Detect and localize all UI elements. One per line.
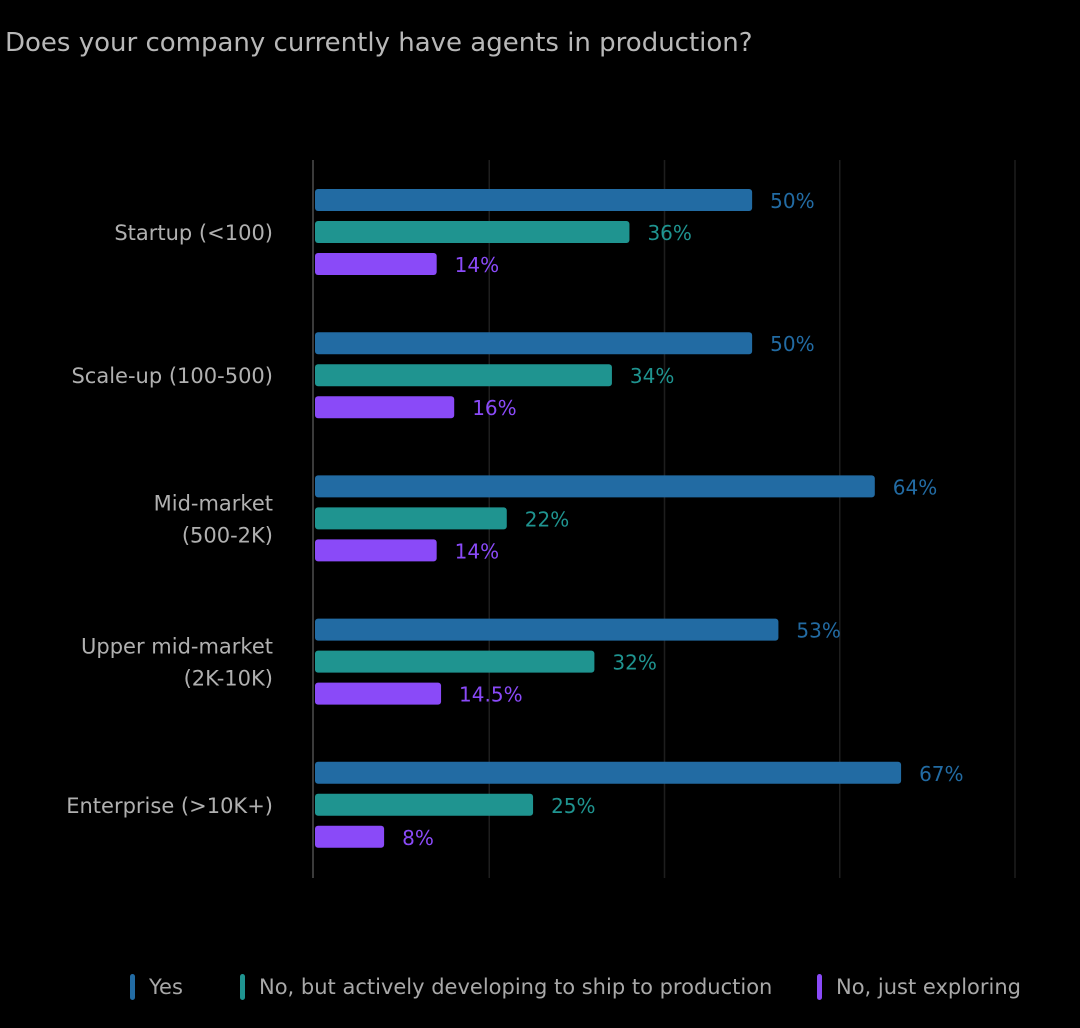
data-label: 34% xyxy=(630,364,674,388)
data-label: 53% xyxy=(796,619,840,643)
bar xyxy=(315,650,595,673)
chart-title: Does your company currently have agents … xyxy=(5,28,753,58)
category-label: Mid-market (500-2K) xyxy=(154,491,273,547)
bar xyxy=(315,364,612,387)
bar xyxy=(315,253,437,275)
bar xyxy=(315,539,437,562)
bar xyxy=(315,507,507,530)
data-label: 25% xyxy=(551,794,595,818)
category-label: Upper mid-market (2K-10K) xyxy=(81,635,273,691)
bar xyxy=(315,825,385,848)
legend-label: No, just exploring xyxy=(836,975,1022,999)
category-label: Scale-up (100-500) xyxy=(71,364,273,388)
category-label: Startup (<100) xyxy=(114,221,273,245)
legend-swatch xyxy=(130,974,135,1000)
legend-swatch xyxy=(240,974,245,1000)
legend-label: No, but actively developing to ship to p… xyxy=(259,975,773,999)
data-label: 67% xyxy=(919,762,963,786)
data-label: 14.5% xyxy=(459,683,523,707)
data-label: 22% xyxy=(525,507,569,531)
bar xyxy=(315,189,753,211)
bar xyxy=(315,618,779,641)
data-label: 8% xyxy=(402,826,434,850)
legend-label: Yes xyxy=(149,975,183,999)
bar xyxy=(315,475,875,498)
legend-item: No, just exploring xyxy=(817,974,1021,1000)
legend-item: No, but actively developing to ship to p… xyxy=(240,974,772,1000)
bar xyxy=(315,396,455,419)
data-label: 64% xyxy=(893,475,937,499)
bar xyxy=(315,221,630,243)
data-label: 16% xyxy=(472,396,516,420)
data-label: 32% xyxy=(612,651,656,675)
data-label: 36% xyxy=(647,221,691,245)
bar xyxy=(315,761,902,784)
data-label: 50% xyxy=(770,332,814,356)
category-label: Enterprise (>10K+) xyxy=(66,794,273,818)
data-label: 50% xyxy=(770,189,814,213)
bar xyxy=(315,682,442,705)
data-label: 14% xyxy=(455,253,499,277)
bar xyxy=(315,332,753,355)
legend-swatch xyxy=(817,974,822,1000)
legend-item: Yes xyxy=(130,974,183,1000)
bar xyxy=(315,793,534,816)
data-label: 14% xyxy=(455,539,499,563)
